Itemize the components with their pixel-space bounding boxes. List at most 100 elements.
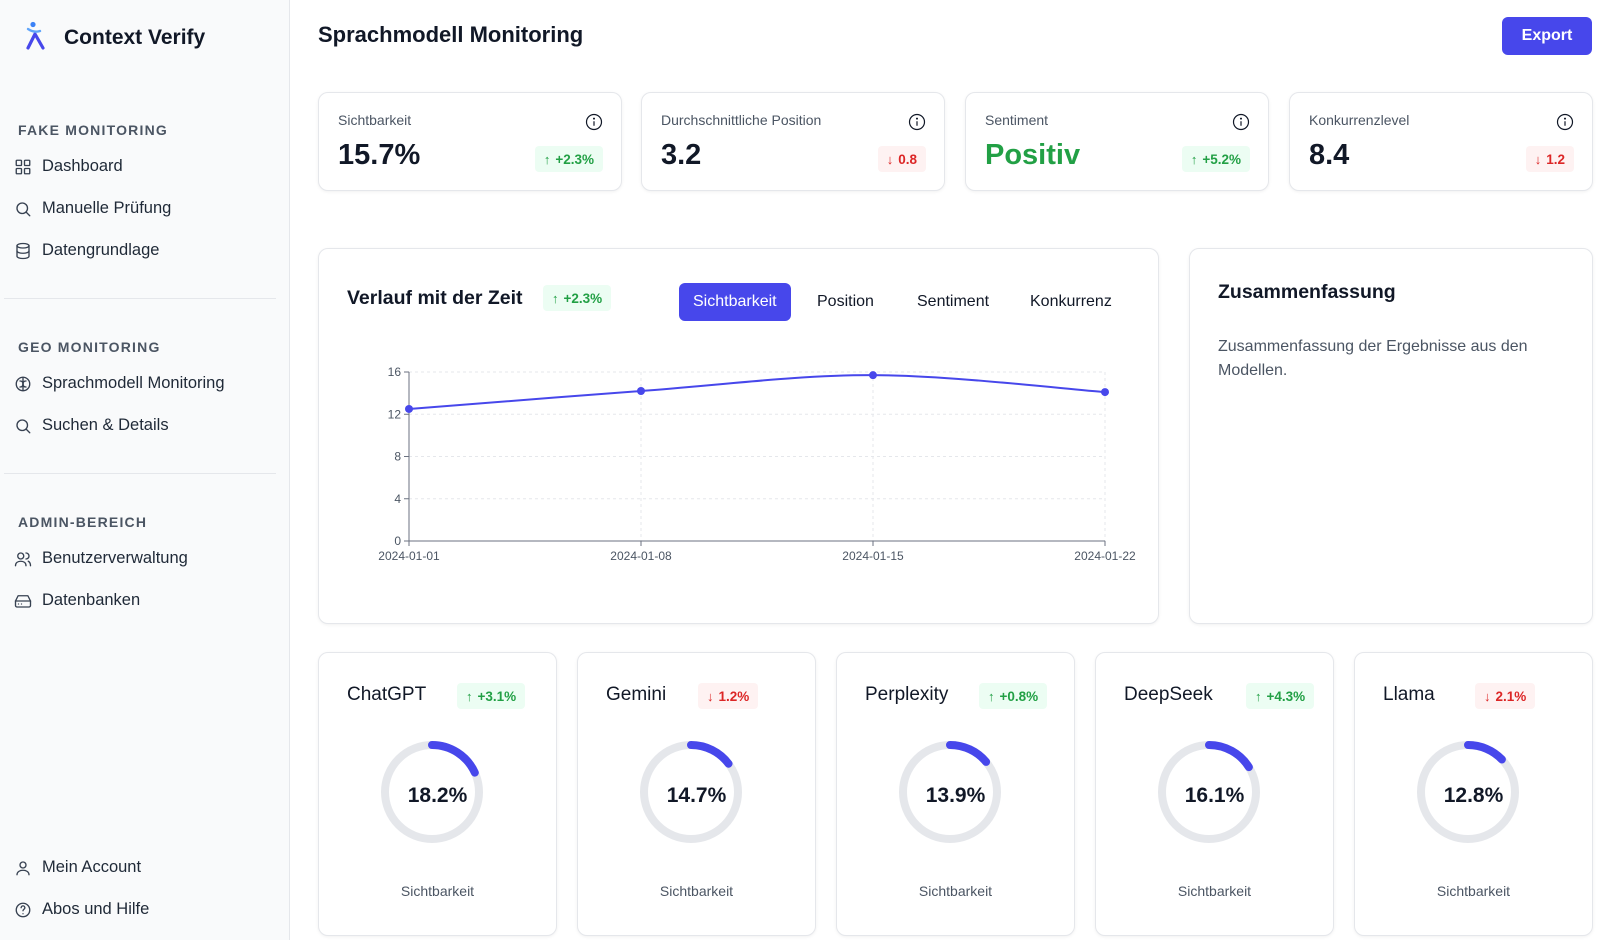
change-badge: ↓ 1.2 bbox=[1525, 146, 1574, 172]
arrow-up-icon: ↑ bbox=[1255, 688, 1262, 704]
sidebar-item-databases[interactable]: Datenbanken bbox=[14, 591, 140, 610]
model-card-perplexity[interactable]: Perplexity ↑ +0.8% 13.9% Sichtbarkeit bbox=[836, 652, 1075, 936]
summary-card: Zusammenfassung Zusammenfassung der Erge… bbox=[1189, 248, 1593, 624]
data-point bbox=[637, 387, 645, 396]
arrow-up-icon: ↑ bbox=[1190, 151, 1198, 167]
sidebar-item-label: Sprachmodell Monitoring bbox=[42, 374, 225, 392]
stat-card-sentiment: Sentiment Positiv ↑ +5.2% bbox=[965, 92, 1269, 191]
visibility-donut bbox=[1417, 741, 1519, 843]
sidebar-item-label: Benutzerverwaltung bbox=[42, 549, 188, 567]
visibility-donut bbox=[381, 741, 483, 843]
model-change-badge: ↑ +3.1% bbox=[457, 683, 526, 709]
change-value: +5.2% bbox=[1202, 151, 1241, 167]
model-sublabel: Sichtbarkeit bbox=[918, 883, 993, 899]
change-value: 0.8 bbox=[898, 151, 917, 167]
x-tick-label: 2024-01-22 bbox=[1074, 549, 1136, 563]
sidebar-item-manual-review[interactable]: Manuelle Prüfung bbox=[14, 199, 171, 218]
y-tick-label: 16 bbox=[388, 365, 402, 379]
donut-arc bbox=[899, 741, 1001, 843]
series-line bbox=[408, 374, 1106, 410]
donut-arc bbox=[640, 741, 742, 843]
grid-icon bbox=[15, 159, 31, 174]
x-tick-label: 2024-01-15 bbox=[842, 549, 904, 563]
sidebar-item-label: Mein Account bbox=[42, 858, 142, 876]
model-name: Llama bbox=[1383, 684, 1435, 705]
x-tick-label: 2024-01-01 bbox=[378, 549, 440, 563]
sidebar-item-language-model-monitoring[interactable]: Sprachmodell Monitoring bbox=[14, 374, 225, 393]
model-card-gemini[interactable]: Gemini ↓ 1.2% 14.7% Sichtbarkeit bbox=[577, 652, 816, 936]
tab-visibility[interactable]: Sichtbarkeit bbox=[679, 283, 791, 321]
donut-arc bbox=[1158, 741, 1260, 843]
summary-title: Zusammenfassung bbox=[1218, 281, 1396, 303]
change-badge: ↑ +2.3% bbox=[534, 146, 603, 172]
brand-name: Context Verify bbox=[64, 25, 206, 49]
trend-change-badge: ↑ +2.3% bbox=[543, 285, 612, 311]
arrow-down-icon: ↓ bbox=[1534, 151, 1542, 167]
export-button[interactable]: Export bbox=[1502, 17, 1592, 55]
model-card-llama[interactable]: Llama ↓ 2.1% 12.8% Sichtbarkeit bbox=[1354, 652, 1593, 936]
donut-value: 16.1% bbox=[1184, 784, 1245, 807]
arrow-up-icon: ↑ bbox=[988, 688, 995, 704]
sidebar-item-subscriptions-help[interactable]: Abos und Hilfe bbox=[14, 900, 149, 919]
brand[interactable]: Context Verify bbox=[22, 20, 205, 55]
tab-competition[interactable]: Konkurrenz bbox=[1030, 293, 1112, 310]
sidebar-item-dashboard[interactable]: Dashboard bbox=[14, 157, 123, 176]
arrow-up-icon: ↑ bbox=[543, 151, 551, 167]
stat-card-competition-level: Konkurrenzlevel 8.4 ↓ 1.2 bbox=[1289, 92, 1593, 191]
change-value: +0.8% bbox=[999, 688, 1039, 704]
sidebar-item-my-account[interactable]: Mein Account bbox=[14, 858, 141, 877]
model-card-deepseek[interactable]: DeepSeek ↑ +4.3% 16.1% Sichtbarkeit bbox=[1095, 652, 1334, 936]
model-change-badge: ↑ +4.3% bbox=[1246, 683, 1315, 709]
tab-position[interactable]: Position bbox=[817, 293, 874, 310]
change-value: +2.3% bbox=[555, 151, 594, 167]
visibility-donut bbox=[640, 741, 742, 843]
sidebar-item-search-details[interactable]: Suchen & Details bbox=[14, 416, 169, 435]
visibility-donut bbox=[1158, 741, 1260, 843]
stat-card-average-position: Durchschnittliche Position 3.2 ↓ 0.8 bbox=[641, 92, 945, 191]
sidebar-item-label: Suchen & Details bbox=[42, 416, 169, 434]
stat-card-visibility: Sichtbarkeit 15.7% ↑ +2.3% bbox=[318, 92, 622, 191]
change-value: +3.1% bbox=[477, 688, 517, 704]
section-title-geo-monitoring: GEO MONITORING bbox=[18, 339, 161, 355]
users-icon bbox=[14, 551, 32, 566]
user-icon bbox=[16, 860, 30, 875]
change-badge: ↑ +5.2% bbox=[1181, 146, 1250, 172]
sidebar: Context Verify FAKE MONITORING Dashboard… bbox=[0, 0, 290, 940]
donut-value: 13.9% bbox=[925, 784, 986, 807]
y-tick-label: 8 bbox=[394, 450, 401, 464]
model-name: ChatGPT bbox=[347, 684, 427, 705]
sidebar-item-label: Abos und Hilfe bbox=[42, 900, 150, 918]
info-icon[interactable] bbox=[908, 113, 926, 131]
tab-sentiment[interactable]: Sentiment bbox=[917, 293, 990, 310]
arrow-down-icon: ↓ bbox=[707, 688, 714, 704]
change-value: 1.2% bbox=[718, 688, 750, 704]
section-title-fake-monitoring: FAKE MONITORING bbox=[18, 122, 168, 138]
donut-value: 18.2% bbox=[407, 784, 468, 807]
sidebar-item-label: Datenbanken bbox=[42, 591, 141, 609]
visibility-donut bbox=[899, 741, 1001, 843]
stat-label: Durchschnittliche Position bbox=[661, 112, 822, 128]
hard-drive-icon bbox=[14, 594, 32, 608]
sidebar-item-label: Dashboard bbox=[42, 157, 123, 175]
sidebar-item-data-basis[interactable]: Datengrundlage bbox=[14, 241, 159, 260]
model-change-badge: ↓ 1.2% bbox=[698, 683, 759, 709]
donut-value: 14.7% bbox=[666, 784, 727, 807]
help-circle-icon bbox=[15, 902, 31, 917]
arrow-up-icon: ↑ bbox=[552, 290, 559, 306]
model-sublabel: Sichtbarkeit bbox=[400, 883, 475, 899]
change-value: 2.1% bbox=[1495, 688, 1527, 704]
summary-text: Zusammenfassung der Ergebnisse aus den M… bbox=[1218, 338, 1528, 379]
change-value: +2.3% bbox=[563, 290, 603, 306]
stat-value: Positiv bbox=[985, 139, 1081, 171]
y-tick-label: 12 bbox=[388, 407, 402, 421]
sidebar-divider bbox=[4, 473, 276, 474]
model-name: Gemini bbox=[606, 684, 667, 705]
model-sublabel: Sichtbarkeit bbox=[1436, 883, 1511, 899]
sidebar-item-user-management[interactable]: Benutzerverwaltung bbox=[14, 549, 188, 568]
model-card-chatgpt[interactable]: ChatGPT ↑ +3.1% 18.2% Sichtbarkeit bbox=[318, 652, 557, 936]
stat-value: 8.4 bbox=[1309, 139, 1350, 171]
change-badge: ↓ 0.8 bbox=[877, 146, 926, 172]
info-icon[interactable] bbox=[1232, 113, 1250, 131]
info-icon[interactable] bbox=[585, 113, 603, 131]
info-icon[interactable] bbox=[1556, 113, 1574, 131]
